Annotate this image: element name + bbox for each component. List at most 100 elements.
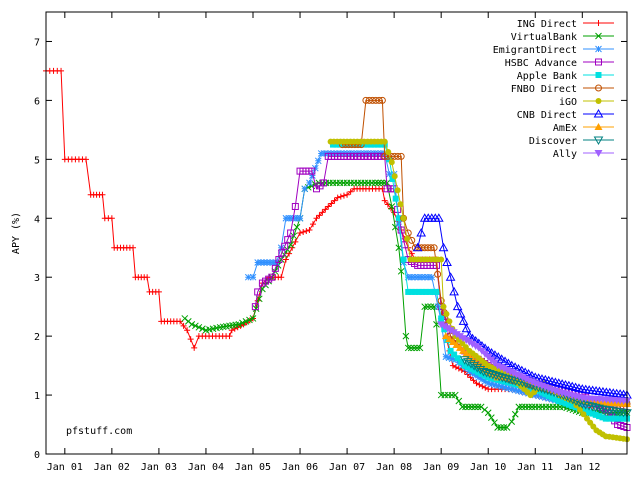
data-point xyxy=(449,286,459,296)
data-point xyxy=(192,322,199,330)
data-point xyxy=(277,256,285,263)
data-point xyxy=(293,214,300,222)
data-point xyxy=(427,244,435,252)
data-point xyxy=(438,242,449,252)
data-point xyxy=(478,375,486,383)
data-point xyxy=(451,351,458,358)
data-point xyxy=(425,273,432,281)
data-point xyxy=(443,325,452,333)
data-point xyxy=(394,152,402,160)
legend-marker xyxy=(594,123,603,130)
data-point xyxy=(412,242,423,252)
data-point xyxy=(597,405,608,414)
data-point xyxy=(319,209,326,216)
data-point xyxy=(441,332,450,340)
data-point xyxy=(468,340,477,348)
legend-marker xyxy=(593,136,604,146)
data-point xyxy=(383,185,391,193)
data-point xyxy=(465,339,474,347)
data-point xyxy=(340,192,347,199)
data-point xyxy=(372,96,380,104)
data-point xyxy=(333,141,340,148)
data-point xyxy=(296,214,304,222)
legend-label: EmigrantDirect xyxy=(493,45,577,56)
data-point xyxy=(494,382,502,390)
x-tick-label: Jan 04 xyxy=(188,462,224,473)
data-point xyxy=(254,259,262,266)
legend-marker xyxy=(595,20,602,26)
data-point xyxy=(484,409,492,417)
data-point xyxy=(362,96,370,104)
data-point xyxy=(386,170,393,178)
legend-marker xyxy=(593,108,604,118)
data-point xyxy=(542,391,549,398)
data-point xyxy=(510,377,521,386)
data-point xyxy=(144,274,151,281)
data-point xyxy=(484,369,495,379)
y-tick-label: 3 xyxy=(34,273,40,284)
y-tick-label: 4 xyxy=(34,214,40,225)
data-point xyxy=(297,230,304,236)
data-point xyxy=(404,273,412,281)
data-point xyxy=(620,415,627,422)
x-tick-label: Jan 06 xyxy=(282,462,318,473)
data-point xyxy=(442,257,452,266)
data-point xyxy=(418,273,426,281)
y-tick-label: 5 xyxy=(34,155,40,166)
data-point xyxy=(378,96,386,104)
legend-marker xyxy=(595,58,602,66)
data-point xyxy=(226,333,233,340)
legend-label: Ally xyxy=(553,149,577,160)
data-point xyxy=(304,183,312,191)
y-tick-label: 1 xyxy=(34,391,40,402)
data-point xyxy=(408,288,415,295)
data-point xyxy=(254,288,262,296)
data-point xyxy=(465,403,472,411)
data-point xyxy=(576,406,583,413)
data-point xyxy=(455,365,462,372)
data-point xyxy=(473,380,480,387)
data-point xyxy=(266,259,274,266)
data-point xyxy=(392,195,399,202)
y-tick-label: 6 xyxy=(34,96,40,107)
data-point xyxy=(282,214,290,222)
data-point xyxy=(407,344,415,352)
data-point xyxy=(470,377,477,384)
data-point xyxy=(422,288,429,295)
data-point xyxy=(421,273,429,281)
data-point xyxy=(309,172,316,179)
data-point xyxy=(242,318,250,325)
data-point xyxy=(322,206,329,213)
data-point xyxy=(452,331,461,339)
data-point xyxy=(397,201,404,208)
data-point xyxy=(468,403,476,411)
legend-marker xyxy=(595,72,602,78)
data-point xyxy=(511,386,519,394)
data-point xyxy=(397,226,405,234)
data-point xyxy=(411,273,419,281)
data-point xyxy=(515,387,522,395)
data-point xyxy=(508,418,516,425)
data-point xyxy=(377,179,385,187)
data-point xyxy=(397,267,405,275)
data-point xyxy=(187,336,194,343)
data-point xyxy=(268,273,276,281)
data-point xyxy=(404,344,412,352)
data-point xyxy=(461,323,472,333)
data-point xyxy=(395,220,403,228)
data-point xyxy=(488,370,498,380)
data-point xyxy=(549,394,556,401)
data-point xyxy=(286,214,293,222)
data-point xyxy=(545,392,552,399)
data-point xyxy=(347,188,354,195)
data-point xyxy=(481,372,488,379)
data-point xyxy=(491,381,499,389)
data-point xyxy=(387,205,394,212)
data-point xyxy=(451,391,459,399)
plot-frame xyxy=(45,11,628,455)
data-point xyxy=(511,410,519,418)
data-point xyxy=(416,344,424,352)
data-point xyxy=(508,385,516,393)
data-point xyxy=(497,373,508,383)
data-point xyxy=(416,227,427,237)
